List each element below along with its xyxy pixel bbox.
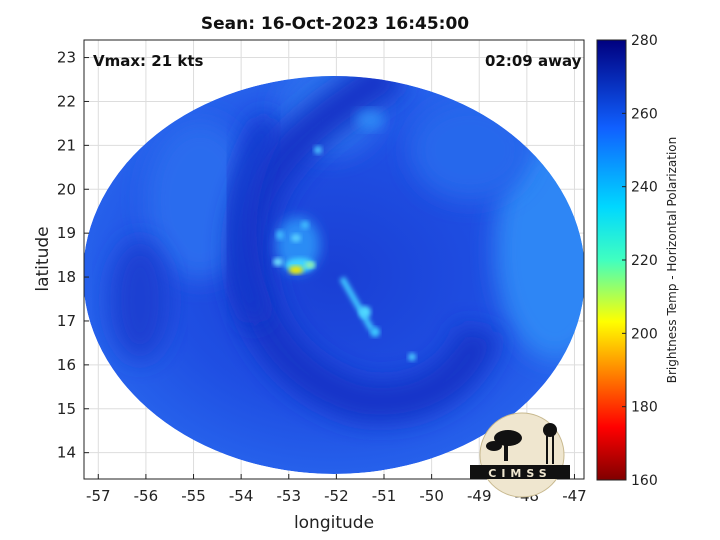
y-axis-ticks: 23 22 21 20 19 18 17 16 15 14 bbox=[57, 49, 89, 462]
x-tick-label: -50 bbox=[419, 487, 444, 505]
x-tick-label: -54 bbox=[229, 487, 254, 505]
colorbar-ticks: 280 260 240 220 200 180 160 bbox=[622, 33, 658, 489]
convective-features bbox=[273, 110, 416, 361]
colorbar-tick-label: 160 bbox=[631, 473, 658, 489]
y-tick-label: 17 bbox=[57, 312, 76, 330]
x-tick-label: -55 bbox=[181, 487, 206, 505]
vmax-annotation: Vmax: 21 kts bbox=[93, 52, 204, 70]
x-tick-label: -56 bbox=[134, 487, 159, 505]
colorbar bbox=[596, 39, 627, 481]
x-tick-label: -53 bbox=[277, 487, 302, 505]
x-tick-label: -57 bbox=[86, 487, 111, 505]
y-tick-label: 22 bbox=[57, 92, 76, 110]
y-tick-label: 14 bbox=[57, 444, 76, 462]
y-tick-label: 20 bbox=[57, 180, 76, 198]
chart-title: Sean: 16-Oct-2023 16:45:00 bbox=[200, 14, 470, 34]
swath-image bbox=[84, 76, 584, 474]
colorbar-label: Brightness Temp - Horizontal Polarizatio… bbox=[665, 137, 679, 384]
y-tick-label: 19 bbox=[57, 224, 76, 242]
time-away-annotation: 02:09 away bbox=[485, 52, 582, 70]
x-tick-label: -47 bbox=[562, 487, 587, 505]
colorbar-tick-label: 260 bbox=[631, 106, 658, 122]
x-tick-label: -52 bbox=[324, 487, 349, 505]
y-axis-label: latitude bbox=[33, 226, 53, 291]
colorbar-tick-label: 180 bbox=[631, 400, 658, 416]
x-tick-label: -49 bbox=[467, 487, 492, 505]
axes-frame bbox=[83, 39, 585, 480]
x-axis-label: longitude bbox=[294, 513, 374, 533]
colorbar-tick-label: 200 bbox=[631, 326, 658, 342]
svg-text:CIMSS: CIMSS bbox=[488, 467, 551, 480]
colorbar-tick-label: 220 bbox=[631, 253, 658, 269]
y-tick-label: 23 bbox=[57, 49, 76, 67]
y-tick-label: 18 bbox=[57, 268, 76, 286]
x-tick-label: -51 bbox=[372, 487, 397, 505]
colorbar-tick-label: 240 bbox=[631, 180, 658, 196]
y-tick-label: 21 bbox=[57, 136, 76, 154]
cimss-logo: CIMSS bbox=[470, 412, 570, 498]
y-tick-label: 16 bbox=[57, 356, 76, 374]
colorbar-tick-label: 280 bbox=[631, 33, 658, 49]
y-tick-label: 15 bbox=[57, 400, 76, 418]
x-axis-ticks: -57-56-55-54-53-52-51-50-49-48-47 bbox=[86, 474, 587, 505]
